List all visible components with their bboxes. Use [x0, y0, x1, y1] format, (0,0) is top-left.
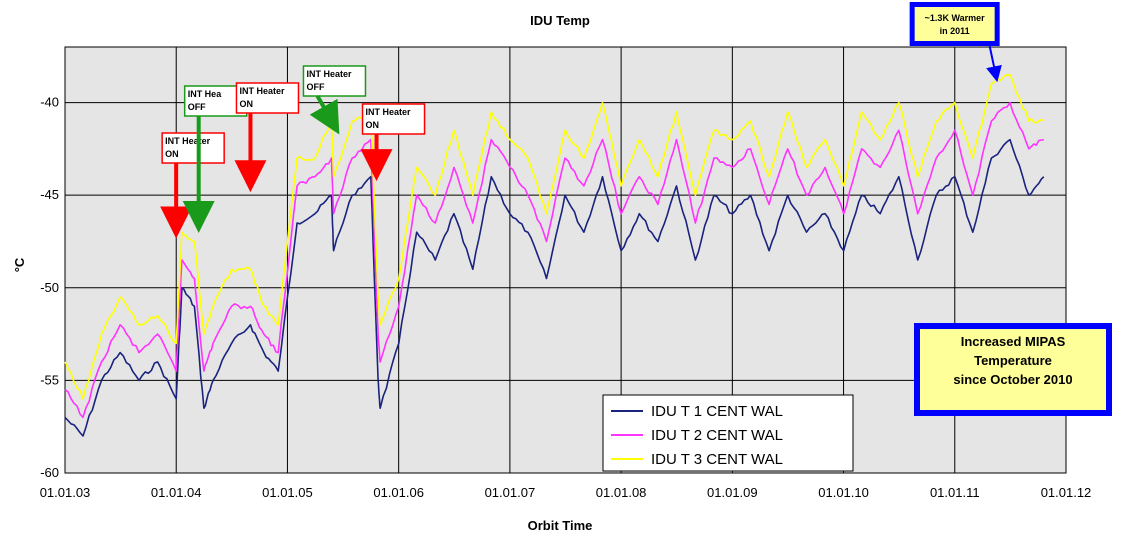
x-tick-label: 01.01.04 — [151, 485, 202, 500]
annotation-int-heater-on-3: INT Heater ON — [360, 103, 426, 182]
chart-title: IDU Temp — [530, 13, 590, 28]
annotation-text: INT Hea — [188, 89, 223, 99]
annotation-text: INT Heater — [165, 136, 211, 146]
y-tick-label: -55 — [40, 372, 59, 387]
annotation-text: ON — [165, 149, 179, 159]
x-tick-label: 01.01.12 — [1041, 485, 1092, 500]
annotation-box — [361, 103, 426, 135]
annotation-box — [161, 132, 225, 164]
annotation-fill — [914, 7, 995, 41]
y-tick-label: -50 — [40, 280, 59, 295]
series-line-3 — [64, 74, 1045, 400]
annotation-text: ON — [239, 99, 253, 109]
annotation-arrow — [986, 45, 1002, 83]
x-axis-label: Orbit Time — [528, 518, 593, 533]
x-tick-label: 01.01.07 — [485, 485, 536, 500]
y-tick-label: -40 — [40, 95, 59, 110]
legend: IDU T 1 CENT WAL IDU T 2 CENT WAL IDU T … — [602, 394, 854, 472]
annotation-int-heater-on-1: INT Heater ON — [160, 132, 225, 239]
note-line-1: Increased MIPAS — [961, 334, 1066, 349]
annotation-text: OFF — [306, 82, 324, 92]
x-tick-label: 01.01.03 — [40, 485, 91, 500]
y-axis-label: °C — [12, 257, 27, 272]
series-line-1 — [64, 138, 1045, 437]
legend-label-3: IDU T 3 CENT WAL — [651, 451, 783, 468]
x-tick-label: 01.01.10 — [818, 485, 869, 500]
annotation-warmer-2011: ~1.3K Warmer in 2011 — [909, 2, 1002, 83]
annotation-text: OFF — [188, 102, 206, 112]
annotation-box — [235, 82, 300, 114]
y-tick-label: -60 — [40, 465, 59, 480]
plot-area — [64, 46, 1067, 474]
x-axis-ticks: 01.01.03 01.01.04 01.01.05 01.01.06 01.01.07… — [40, 485, 1092, 500]
x-tick-label: 01.01.08 — [596, 485, 647, 500]
x-tick-label: 01.01.11 — [930, 485, 980, 500]
note-box: Increased MIPAS Temperature since Octobe… — [914, 323, 1112, 416]
note-line-3: since October 2010 — [953, 372, 1072, 387]
annotation-box — [302, 65, 367, 97]
legend-label-1: IDU T 1 CENT WAL — [651, 403, 783, 420]
note-box-fill — [920, 329, 1106, 410]
y-tick-label: -45 — [40, 187, 59, 202]
series-layer — [64, 74, 1045, 437]
annotation-int-heater-on-2: INT Heater ON — [234, 82, 300, 193]
annotation-text: ~1.3K Warmer — [925, 13, 985, 23]
legend-box — [602, 394, 854, 472]
annotation-arrow — [309, 95, 340, 135]
x-tick-label: 01.01.09 — [707, 485, 758, 500]
annotation-int-heater-off-2: INT Heater OFF — [302, 65, 367, 135]
annotation-text: INT Heater — [366, 107, 412, 117]
annotation-text: INT Heater — [239, 86, 285, 96]
legend-label-2: IDU T 2 CENT WAL — [651, 427, 783, 444]
grid — [65, 47, 1066, 474]
y-axis-ticks: -60 -55 -50 -45 -40 — [40, 95, 59, 480]
annotation-text: ON — [366, 120, 380, 130]
annotation-text: INT Heater — [306, 69, 352, 79]
note-line-2: Temperature — [974, 353, 1052, 368]
annotation-text: in 2011 — [940, 26, 970, 36]
x-tick-label: 01.01.05 — [262, 485, 313, 500]
x-tick-label: 01.01.06 — [373, 485, 424, 500]
series-line-2 — [64, 101, 1044, 419]
